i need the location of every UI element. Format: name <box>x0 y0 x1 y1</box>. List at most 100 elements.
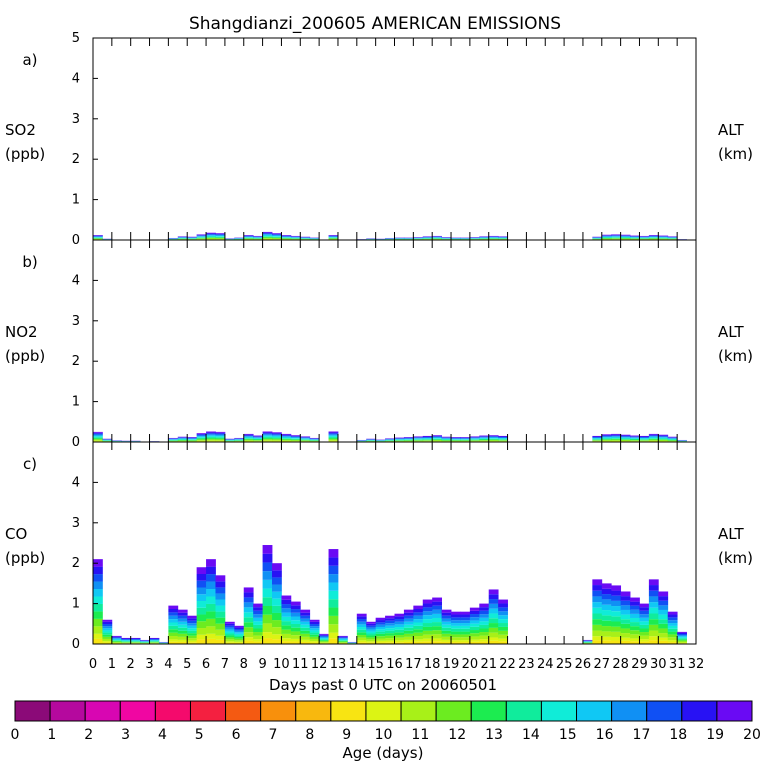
band-co-14-10 <box>224 623 235 626</box>
band-no2-18-9 <box>262 433 273 435</box>
band-no2-16-5 <box>243 438 254 439</box>
band-co-54-3 <box>601 626 612 632</box>
band-co-21-6 <box>290 620 301 624</box>
band-co-22-0 <box>300 641 311 644</box>
colorbar-tick-label: 13 <box>485 727 503 743</box>
band-co-30-2 <box>375 638 386 641</box>
band-co-54-5 <box>601 615 612 621</box>
band-co-58-3 <box>639 632 650 636</box>
band-co-55-7 <box>611 606 622 612</box>
band-no2-54-8 <box>601 436 612 438</box>
band-co-10-9 <box>187 620 198 624</box>
band-no2-12-10 <box>206 432 216 434</box>
band-no2-35-6 <box>422 438 433 440</box>
band-co-23-3 <box>309 636 320 639</box>
band-no2-11-4 <box>196 438 207 440</box>
band-co-61-0 <box>667 642 678 644</box>
band-co-0-5 <box>93 603 103 612</box>
band-co-18-10 <box>262 553 273 563</box>
band-co-42-2 <box>488 632 499 638</box>
band-co-23-7 <box>309 628 320 631</box>
band-no2-11-5 <box>196 437 207 439</box>
band-co-34-3 <box>413 632 424 637</box>
band-co-54-10 <box>601 588 612 595</box>
band-co-57-7 <box>630 613 640 618</box>
band-co-29-3 <box>366 637 377 640</box>
band-co-9-2 <box>177 636 188 640</box>
band-co-8-2 <box>168 636 179 640</box>
band-co-31-11 <box>385 615 395 619</box>
band-co-25-10 <box>328 557 339 566</box>
band-co-43-6 <box>498 619 508 624</box>
band-co-13-3 <box>215 623 226 630</box>
band-no2-60-2 <box>658 440 669 442</box>
band-co-35-6 <box>422 619 433 624</box>
band-co-9-8 <box>177 618 188 622</box>
band-co-36-5 <box>432 622 443 627</box>
band-no2-58-10 <box>639 436 650 438</box>
band-no2-41-11 <box>479 435 490 437</box>
band-co-35-11 <box>422 599 433 604</box>
band-co-36-1 <box>432 638 443 642</box>
band-no2-25-2 <box>328 439 339 441</box>
band-no2-11-6 <box>196 437 207 438</box>
band-co-23-0 <box>309 642 320 644</box>
band-no2-25-10 <box>328 432 339 434</box>
band-co-30-6 <box>375 629 386 632</box>
band-no2-16-10 <box>243 434 254 436</box>
band-so2-13-11 <box>215 233 226 234</box>
band-co-58-9 <box>639 610 650 615</box>
band-no2-54-4 <box>601 439 612 440</box>
band-co-20-6 <box>281 616 292 622</box>
band-co-60-10 <box>658 596 669 601</box>
band-co-6-11 <box>149 637 160 639</box>
colorbar-swatch-12 <box>435 700 472 722</box>
band-co-17-4 <box>253 628 263 633</box>
band-co-37-10 <box>441 612 452 616</box>
band-no2-16-9 <box>243 435 254 437</box>
band-co-15-7 <box>234 632 245 634</box>
band-co-14-9 <box>224 625 235 628</box>
band-no2-59-3 <box>648 439 659 441</box>
band-co-1-11 <box>102 619 113 622</box>
band-co-58-5 <box>639 624 650 629</box>
band-co-43-5 <box>498 623 508 627</box>
band-no2-21-2 <box>290 440 301 442</box>
right-axis-unit: (km) <box>718 145 753 163</box>
band-co-12-1 <box>206 633 216 639</box>
band-co-53-6 <box>592 607 603 614</box>
band-co-1-2 <box>102 638 113 642</box>
band-co-21-9 <box>290 609 301 613</box>
x-tick-label: 8 <box>240 657 248 672</box>
band-co-25-3 <box>328 615 339 625</box>
band-so2-12-10 <box>206 233 216 235</box>
band-no2-11-2 <box>196 440 207 441</box>
band-no2-43-11 <box>498 435 508 437</box>
band-no2-59-6 <box>648 437 659 439</box>
band-co-11-0 <box>196 639 207 644</box>
band-co-39-8 <box>460 620 471 624</box>
band-no2-0-7 <box>93 435 103 437</box>
band-co-24-10 <box>319 634 329 636</box>
band-co-61-8 <box>667 620 678 624</box>
band-co-34-4 <box>413 629 424 633</box>
band-co-35-0 <box>422 641 433 644</box>
band-co-6-6 <box>149 640 160 642</box>
band-co-16-9 <box>243 597 254 603</box>
plot-frame-2 <box>92 239 697 443</box>
band-no2-35-2 <box>422 440 433 442</box>
x-tick-label: 16 <box>386 657 403 672</box>
band-no2-36-3 <box>432 439 443 441</box>
band-so2-18-7 <box>262 234 273 236</box>
band-co-28-10 <box>356 616 367 620</box>
band-so2-18-9 <box>262 233 273 235</box>
band-no2-54-9 <box>601 435 612 437</box>
band-co-23-1 <box>309 641 320 643</box>
band-no2-19-7 <box>272 435 282 437</box>
band-no2-54-2 <box>601 440 612 442</box>
band-co-15-4 <box>234 637 245 639</box>
band-so2-12-11 <box>206 232 216 234</box>
band-co-1-10 <box>102 621 113 625</box>
band-co-55-4 <box>611 621 622 627</box>
band-co-9-6 <box>177 624 188 628</box>
